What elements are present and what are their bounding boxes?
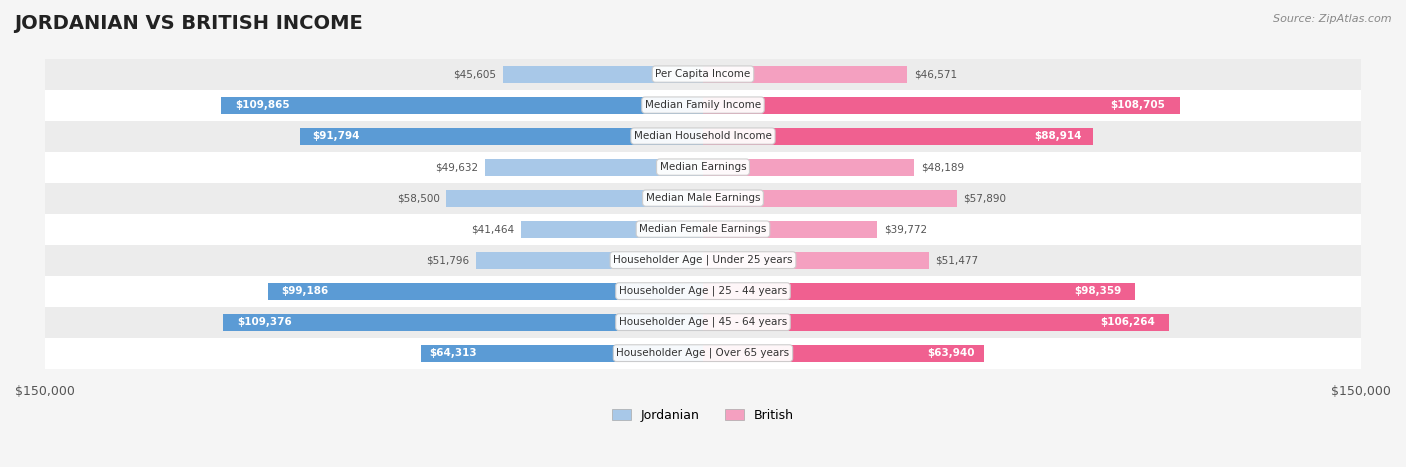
Text: $58,500: $58,500 xyxy=(396,193,440,203)
Bar xyxy=(485,159,703,176)
Text: $45,605: $45,605 xyxy=(453,69,496,79)
Bar xyxy=(503,65,703,83)
Text: $63,940: $63,940 xyxy=(928,348,976,358)
Text: Median Family Income: Median Family Income xyxy=(645,100,761,110)
Bar xyxy=(703,220,877,238)
Bar xyxy=(703,97,1180,113)
Bar xyxy=(45,245,1361,276)
Text: $64,313: $64,313 xyxy=(429,348,477,358)
Bar xyxy=(703,283,1135,300)
Bar xyxy=(703,252,929,269)
Text: $51,477: $51,477 xyxy=(935,255,979,265)
Bar xyxy=(269,283,703,300)
Text: $46,571: $46,571 xyxy=(914,69,957,79)
Text: $106,264: $106,264 xyxy=(1101,317,1156,327)
Bar xyxy=(45,152,1361,183)
Bar xyxy=(45,58,1361,90)
Text: $41,464: $41,464 xyxy=(471,224,515,234)
Bar xyxy=(45,338,1361,368)
Bar xyxy=(45,183,1361,213)
Bar xyxy=(301,127,703,145)
Text: Median Earnings: Median Earnings xyxy=(659,162,747,172)
Text: Householder Age | 45 - 64 years: Householder Age | 45 - 64 years xyxy=(619,317,787,327)
Text: $109,376: $109,376 xyxy=(238,317,292,327)
Bar xyxy=(703,190,957,206)
Bar xyxy=(703,314,1170,331)
Bar xyxy=(45,90,1361,120)
Bar xyxy=(703,345,984,361)
Text: $98,359: $98,359 xyxy=(1074,286,1122,296)
Bar xyxy=(420,345,703,361)
Text: $48,189: $48,189 xyxy=(921,162,965,172)
Text: JORDANIAN VS BRITISH INCOME: JORDANIAN VS BRITISH INCOME xyxy=(14,14,363,33)
Text: $91,794: $91,794 xyxy=(312,131,360,141)
Bar xyxy=(45,120,1361,152)
Bar xyxy=(45,276,1361,307)
Bar xyxy=(703,127,1092,145)
Text: Median Household Income: Median Household Income xyxy=(634,131,772,141)
Text: Householder Age | Under 25 years: Householder Age | Under 25 years xyxy=(613,255,793,265)
Text: $99,186: $99,186 xyxy=(281,286,328,296)
Bar xyxy=(224,314,703,331)
Text: Source: ZipAtlas.com: Source: ZipAtlas.com xyxy=(1274,14,1392,24)
Text: $109,865: $109,865 xyxy=(235,100,290,110)
Text: Median Female Earnings: Median Female Earnings xyxy=(640,224,766,234)
Bar xyxy=(703,159,914,176)
Legend: Jordanian, British: Jordanian, British xyxy=(607,403,799,427)
Text: Householder Age | Over 65 years: Householder Age | Over 65 years xyxy=(616,348,790,358)
Text: $57,890: $57,890 xyxy=(963,193,1007,203)
Text: Householder Age | 25 - 44 years: Householder Age | 25 - 44 years xyxy=(619,286,787,297)
Text: $49,632: $49,632 xyxy=(436,162,478,172)
Text: Per Capita Income: Per Capita Income xyxy=(655,69,751,79)
Bar xyxy=(446,190,703,206)
Bar xyxy=(475,252,703,269)
Text: $88,914: $88,914 xyxy=(1033,131,1081,141)
Text: Median Male Earnings: Median Male Earnings xyxy=(645,193,761,203)
Bar xyxy=(221,97,703,113)
Bar xyxy=(45,307,1361,338)
Bar xyxy=(703,65,907,83)
Bar xyxy=(45,213,1361,245)
Bar xyxy=(522,220,703,238)
Text: $108,705: $108,705 xyxy=(1111,100,1166,110)
Text: $51,796: $51,796 xyxy=(426,255,470,265)
Text: $39,772: $39,772 xyxy=(884,224,927,234)
